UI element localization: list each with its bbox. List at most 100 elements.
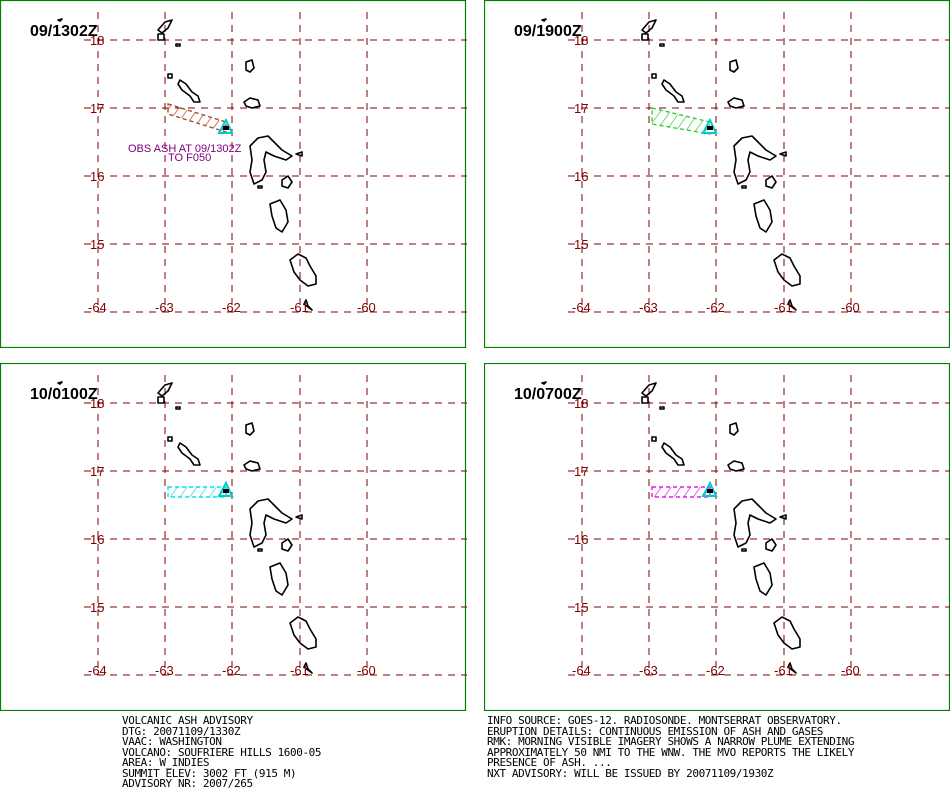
latitude-label: 17 [574,464,588,479]
island-outline [303,662,313,674]
longitude-label: -62 [222,300,241,315]
longitude-label: -61 [290,663,309,678]
island-outline [641,19,657,34]
advisory-details-text: INFO SOURCE: GOES-12. RADIOSONDE. MONTSE… [487,715,855,780]
advisory-line: ADVISORY NR: 2007/265 [122,777,253,790]
latitude-label: 15 [574,237,588,252]
longitude-label: -61 [774,663,793,678]
longitude-label: -61 [774,300,793,315]
longitude-label: -64 [88,300,107,315]
island-outline [245,59,255,73]
island-outline [249,135,293,185]
latitude-label: 17 [574,101,588,116]
longitude-label: -64 [572,300,591,315]
valid-time-label: 09/1900Z [514,23,582,40]
longitude-label: -63 [155,300,174,315]
island-outline [779,151,787,157]
island-outline [661,79,685,103]
advisory-line: PRESENCE OF ASH. ... [487,756,612,769]
panel-frame [484,0,950,348]
advisory-line: APPROXIMATELY 50 NMI TO THE WNW. THE MVO… [487,745,855,759]
panel-frame [0,0,467,348]
longitude-label: -60 [357,663,376,678]
island-outline [641,33,649,41]
latitude-label: 18 [574,33,588,48]
island-outline [243,460,261,472]
plume-annotation-line: OBS ASH AT 09/1302Z [128,143,242,155]
map-panel-2: 09/1900Z 18 17 16 15 -64 -63 -62 -61 -60 [484,0,950,348]
longitude-label: -60 [841,300,860,315]
longitude-label: -60 [357,300,376,315]
island-outline [651,73,657,79]
island-outline [243,97,261,109]
island-outline [661,442,685,466]
advisory-line: VOLCANO: SOUFRIERE HILLS 1600-05 [122,745,322,759]
latitude-label: 16 [574,532,588,547]
advisory-line: DTG: 20071109/1330Z [122,724,241,738]
island-outline [157,396,165,404]
island-outline [249,498,293,548]
latitude-label: 17 [90,101,104,116]
island-outline [175,43,181,47]
longitude-label: -63 [639,300,658,315]
island-outline [727,97,745,109]
advisory-line: SUMMIT ELEV: 3002 FT (915 M) [122,766,297,780]
island-outline [765,175,777,189]
longitude-label: -60 [841,663,860,678]
island-outline [281,175,293,189]
island-outline [733,498,777,548]
island-outline [641,396,649,404]
valid-time-label: 10/0100Z [30,386,98,403]
longitude-label: -62 [706,663,725,678]
latitude-label: 18 [90,33,104,48]
island-outline [651,436,657,442]
latitude-label: 15 [574,600,588,615]
island-outline [281,538,293,552]
map-panel-3: 10/0100Z 18 17 16 15 -64 -63 -62 -61 -60 [0,363,480,711]
island-outline [641,382,657,397]
island-outline [295,151,303,157]
latitude-label: 15 [90,600,104,615]
ash-plume-area [651,486,711,498]
island-outline [175,406,181,410]
island-outline [787,662,797,674]
valid-time-label: 10/0700Z [514,386,582,403]
island-outline [269,199,289,233]
longitude-label: -63 [639,663,658,678]
island-outline [741,548,747,552]
island-outline [295,514,303,520]
longitude-label: -62 [222,663,241,678]
island-outline [753,199,773,233]
island-outline [773,253,801,287]
longitude-label: -61 [290,300,309,315]
valid-time-label: 09/1302Z [30,23,98,40]
volcano-vent-icon [223,126,229,130]
island-outline [659,43,665,47]
island-outline [541,381,547,385]
island-outline [257,548,263,552]
latitude-label: 15 [90,237,104,252]
island-outline [289,253,317,287]
advisory-line: ERUPTION DETAILS: CONTINUOUS EMISSION OF… [487,724,824,738]
island-outline [729,59,739,73]
island-outline [177,79,201,103]
island-outline [765,538,777,552]
plume-annotation-line: TO F050 [168,152,211,164]
island-outline [157,19,173,34]
island-outline [245,422,255,436]
island-outline [741,185,747,189]
longitude-label: -64 [572,663,591,678]
island-outline [787,299,797,311]
island-outline [57,18,63,22]
latitude-label: 18 [574,396,588,411]
latitude-label: 16 [90,532,104,547]
island-outline [779,514,787,520]
island-outline [57,381,63,385]
advisory-line: NXT ADVISORY: WILL BE ISSUED BY 20071109… [487,766,774,780]
island-outline [773,616,801,650]
longitude-label: -64 [88,663,107,678]
panel-frame [484,363,950,711]
